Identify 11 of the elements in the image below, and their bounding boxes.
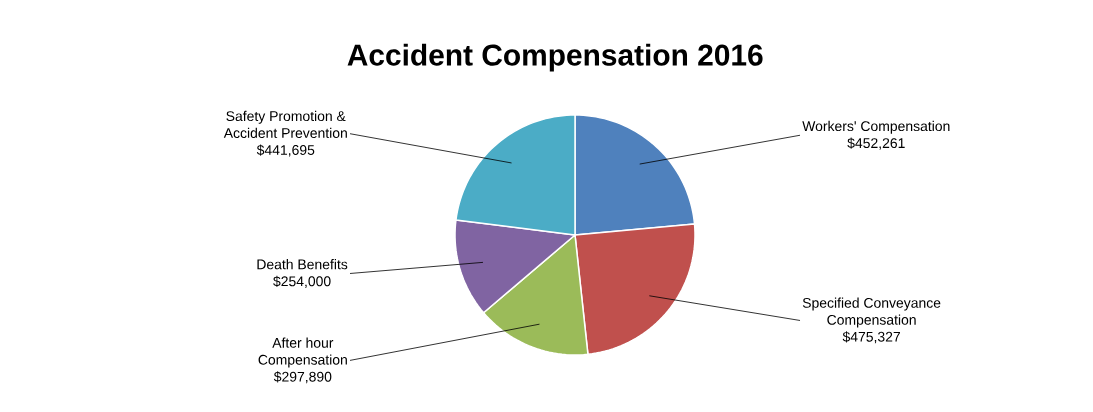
data-label: $297,890 [273,371,332,384]
data-label: $475,327 [842,331,900,344]
data-label: $254,000 [273,275,331,288]
slice-label: Safety Promotion & Accident Prevention [223,110,347,139]
slice-label: Workers' Compensation [802,120,950,134]
slice-label: Specified Conveyance Compensation [802,297,941,328]
chart-title: Accident Compensation 2016 [347,43,763,72]
slice-label: Death Benefits [257,259,348,270]
data-label: $441,695 [256,144,315,157]
data-label: $452,261 [847,137,905,150]
slice-label: After hour Compensation [258,337,347,368]
